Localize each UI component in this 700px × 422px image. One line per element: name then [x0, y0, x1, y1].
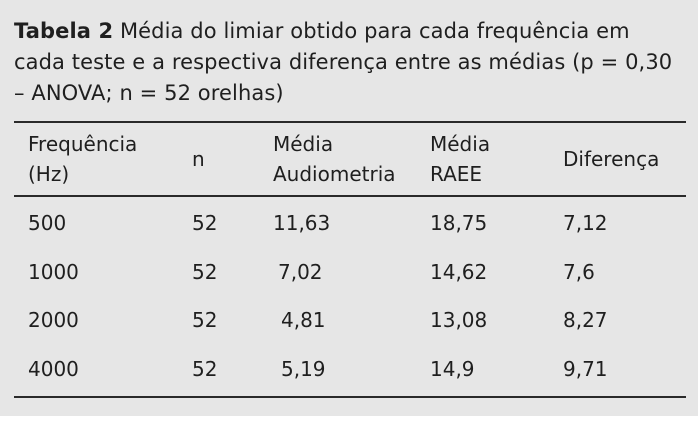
cell-freq-row-3: 2000	[28, 308, 79, 332]
caption-text: Média do limiar obtido para cada frequên…	[14, 19, 673, 105]
cell-diff-row-2: 7,6	[563, 260, 595, 284]
table-top-rule	[14, 121, 686, 123]
cell-aud-row-3: 4,81	[281, 308, 326, 332]
cell-n-row-2: 52	[192, 260, 218, 284]
header-mean-audiometry: Média Audiometria	[273, 132, 396, 186]
cell-raee-row-1: 18,75	[430, 211, 488, 235]
table-caption: Tabela 2 Média do limiar obtido para cad…	[14, 16, 684, 109]
header-frequency: Frequência (Hz)	[28, 132, 138, 186]
cell-aud-row-4: 5,19	[281, 357, 326, 381]
header-difference: Diferença	[563, 147, 660, 171]
cell-raee-row-2: 14,62	[430, 260, 488, 284]
cell-diff-row-3: 8,27	[563, 308, 608, 332]
cell-diff-row-1: 7,12	[563, 211, 608, 235]
cell-n-row-4: 52	[192, 357, 218, 381]
cell-freq-row-4: 4000	[28, 357, 79, 381]
caption-label: Tabela 2	[14, 19, 114, 43]
cell-raee-row-4: 14,9	[430, 357, 475, 381]
cell-raee-row-3: 13,08	[430, 308, 488, 332]
cell-freq-row-1: 500	[28, 211, 67, 235]
cell-n-row-1: 52	[192, 211, 218, 235]
cell-freq-row-2: 1000	[28, 260, 79, 284]
header-mean-raee: Média RAEE	[430, 132, 491, 186]
table-bottom-rule	[14, 396, 686, 398]
cell-aud-row-1: 11,63	[273, 211, 331, 235]
cell-diff-row-4: 9,71	[563, 357, 608, 381]
header-n: n	[192, 147, 205, 171]
cell-n-row-3: 52	[192, 308, 218, 332]
cell-aud-row-2: 7,02	[278, 260, 323, 284]
table-header-rule	[14, 195, 686, 197]
